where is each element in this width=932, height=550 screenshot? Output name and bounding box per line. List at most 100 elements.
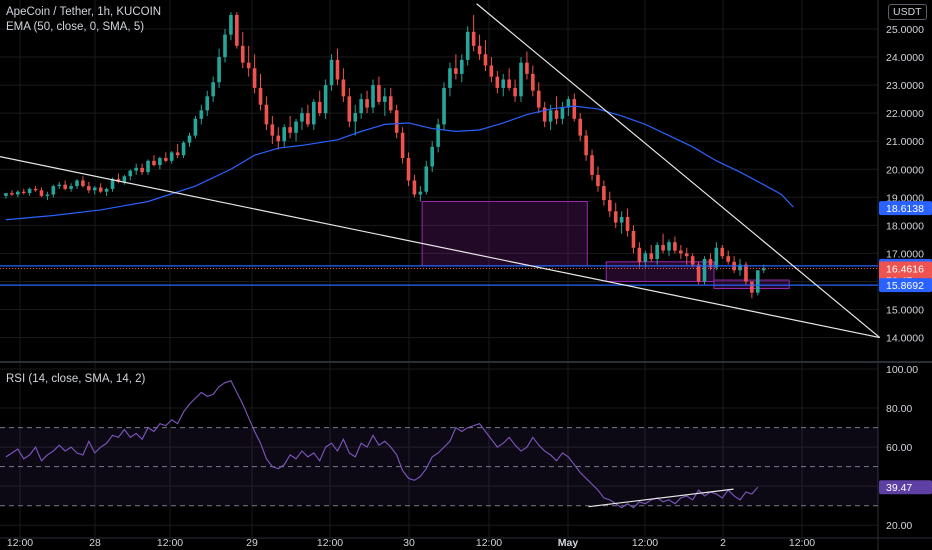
- candle-body[interactable]: [667, 242, 671, 251]
- candle-body[interactable]: [572, 99, 577, 119]
- candle-body[interactable]: [465, 31, 470, 60]
- candle-body[interactable]: [536, 90, 541, 108]
- candle-body[interactable]: [430, 146, 434, 167]
- candle-body[interactable]: [750, 281, 754, 293]
- candle-body[interactable]: [164, 158, 168, 161]
- candle-body[interactable]: [507, 79, 511, 88]
- candle-body[interactable]: [181, 142, 186, 156]
- candle-body[interactable]: [300, 113, 304, 122]
- candle-body[interactable]: [128, 170, 133, 177]
- candle-body[interactable]: [756, 270, 760, 293]
- candle-body[interactable]: [169, 152, 174, 161]
- candle-body[interactable]: [329, 59, 334, 86]
- candle-body[interactable]: [649, 253, 654, 260]
- candle-body[interactable]: [560, 107, 565, 119]
- candle-body[interactable]: [495, 76, 500, 88]
- candle-body[interactable]: [10, 193, 14, 195]
- trendline[interactable]: [0, 130, 880, 339]
- candle-body[interactable]: [554, 110, 559, 119]
- candle-body[interactable]: [442, 87, 446, 125]
- candle-body[interactable]: [738, 264, 742, 271]
- candle-body[interactable]: [152, 160, 156, 166]
- candles[interactable]: [4, 12, 766, 299]
- candle-body[interactable]: [211, 82, 215, 97]
- candle-body[interactable]: [714, 247, 719, 268]
- candle-body[interactable]: [235, 14, 239, 46]
- candle-body[interactable]: [252, 68, 257, 88]
- candle-body[interactable]: [578, 118, 582, 136]
- candle-body[interactable]: [625, 216, 630, 231]
- candle-body[interactable]: [104, 188, 109, 192]
- candle-body[interactable]: [63, 184, 67, 189]
- candle-body[interactable]: [98, 187, 103, 192]
- candle-body[interactable]: [679, 250, 683, 254]
- candle-body[interactable]: [223, 34, 227, 58]
- candle-body[interactable]: [613, 211, 618, 223]
- candle-body[interactable]: [87, 186, 91, 191]
- candle-body[interactable]: [418, 191, 423, 195]
- candle-body[interactable]: [365, 99, 369, 108]
- candle-body[interactable]: [359, 99, 363, 114]
- candle-body[interactable]: [655, 244, 659, 260]
- candle-body[interactable]: [288, 127, 292, 133]
- candle-body[interactable]: [39, 190, 44, 196]
- candle-body[interactable]: [726, 256, 730, 262]
- candle-body[interactable]: [477, 45, 482, 55]
- candle-body[interactable]: [193, 118, 198, 136]
- candle-body[interactable]: [146, 160, 150, 173]
- candle-body[interactable]: [264, 104, 269, 125]
- candle-body[interactable]: [134, 167, 138, 171]
- candle-body[interactable]: [590, 155, 594, 175]
- currency-badge[interactable]: USDT: [888, 4, 927, 20]
- candle-body[interactable]: [158, 158, 162, 166]
- candle-body[interactable]: [317, 101, 322, 114]
- candle-body[interactable]: [383, 96, 387, 102]
- candle-body[interactable]: [513, 87, 517, 97]
- candle-body[interactable]: [75, 180, 79, 187]
- candle-body[interactable]: [489, 65, 494, 77]
- candle-body[interactable]: [424, 166, 429, 192]
- candle-body[interactable]: [377, 85, 381, 102]
- candle-body[interactable]: [566, 99, 571, 108]
- candle-body[interactable]: [4, 193, 8, 196]
- horizontal-levels[interactable]: [0, 265, 878, 286]
- candle-body[interactable]: [306, 113, 310, 125]
- candle-body[interactable]: [548, 110, 553, 122]
- candle-body[interactable]: [720, 247, 725, 257]
- candle-body[interactable]: [684, 253, 689, 257]
- candle-body[interactable]: [406, 158, 411, 181]
- candle-body[interactable]: [312, 101, 316, 125]
- candle-body[interactable]: [584, 135, 588, 156]
- trendlines[interactable]: [0, 3, 881, 339]
- candle-body[interactable]: [690, 256, 695, 265]
- candle-body[interactable]: [460, 59, 464, 74]
- candle-body[interactable]: [542, 107, 547, 122]
- candle-body[interactable]: [347, 96, 352, 122]
- candle-body[interactable]: [702, 259, 707, 282]
- candle-body[interactable]: [525, 62, 529, 74]
- candle-body[interactable]: [323, 85, 328, 114]
- candle-body[interactable]: [229, 14, 233, 35]
- candle-body[interactable]: [187, 135, 192, 143]
- candle-body[interactable]: [708, 259, 713, 268]
- candle-body[interactable]: [33, 188, 38, 191]
- candle-body[interactable]: [471, 31, 476, 46]
- candle-body[interactable]: [92, 187, 97, 191]
- candle-body[interactable]: [394, 110, 399, 133]
- candle-body[interactable]: [246, 62, 251, 69]
- candle-body[interactable]: [27, 188, 32, 194]
- candle-body[interactable]: [353, 113, 358, 122]
- candle-body[interactable]: [276, 135, 281, 142]
- candle-body[interactable]: [519, 62, 523, 97]
- candle-body[interactable]: [217, 57, 221, 83]
- candle-body[interactable]: [81, 180, 85, 187]
- candle-body[interactable]: [371, 85, 375, 108]
- candle-body[interactable]: [175, 152, 180, 156]
- candle-body[interactable]: [631, 230, 636, 248]
- candle-body[interactable]: [608, 200, 612, 212]
- candle-body[interactable]: [45, 194, 50, 196]
- candle-body[interactable]: [400, 132, 405, 159]
- candle-body[interactable]: [57, 184, 62, 187]
- candle-body[interactable]: [696, 264, 701, 282]
